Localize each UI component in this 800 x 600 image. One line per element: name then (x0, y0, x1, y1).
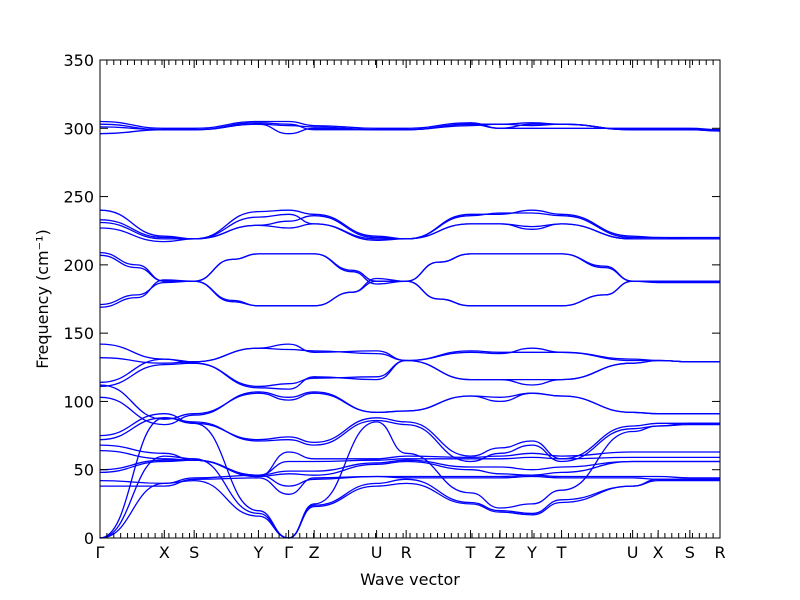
band-line-18 (99, 384, 720, 420)
band-line-25 (99, 474, 720, 487)
y-tick-label-300: 300 (63, 119, 94, 138)
y-tick-label-250: 250 (63, 188, 94, 207)
x-tick-label-1: X (159, 543, 170, 562)
band-line-8 (99, 213, 720, 240)
band-line-2 (99, 120, 721, 131)
x-tick-label-7: R (401, 543, 412, 562)
x-tick-label-11: T (556, 543, 567, 562)
x-tick-label-10: Y (526, 543, 537, 562)
x-tick-label-2: S (189, 543, 199, 562)
x-tick-label-14: S (685, 543, 695, 562)
band-line-10 (99, 253, 720, 285)
band-line-12 (99, 280, 720, 307)
band-line-22 (99, 449, 720, 476)
x-tick-label-4: Γ (284, 543, 293, 562)
x-tick-label-5: Z (309, 543, 320, 562)
band-line-27 (99, 417, 720, 539)
x-tick-label-8: T (465, 543, 476, 562)
y-tick-label-50: 50 (74, 461, 94, 480)
band-lines (99, 120, 721, 539)
x-tick-label-13: X (653, 543, 664, 562)
y-tick-label-0: 0 (84, 529, 94, 548)
x-tick-label-6: U (371, 543, 383, 562)
band-line-11 (99, 277, 720, 308)
band-line-6 (99, 212, 720, 240)
band-line-20 (99, 417, 720, 463)
band-line-16 (99, 359, 720, 390)
band-line-5 (99, 209, 720, 240)
x-tick-label-3: Y (253, 543, 264, 562)
band-line-4 (99, 123, 721, 132)
band-line-17 (99, 391, 720, 426)
band-line-14 (99, 347, 720, 364)
band-line-29 (99, 478, 720, 539)
x-tick-label-0: Γ (96, 543, 105, 562)
y-tick-label-200: 200 (63, 256, 94, 275)
band-line-9 (99, 251, 720, 282)
plot-frame (99, 59, 721, 539)
x-tick-label-9: Z (495, 543, 506, 562)
x-axis-label: Wave vector (360, 570, 460, 589)
band-line-24 (99, 459, 720, 478)
y-tick-label-350: 350 (63, 51, 94, 70)
y-tick-label-100: 100 (63, 392, 94, 411)
x-tick-label-12: U (627, 543, 639, 562)
band-line-28 (99, 455, 720, 539)
y-tick-label-150: 150 (63, 324, 94, 343)
x-tick-label-15: R (714, 543, 725, 562)
minor-ticks (99, 60, 721, 538)
y-axis-label: Frequency (cm⁻¹) (33, 229, 52, 368)
band-line-23 (99, 459, 720, 476)
y-axis-ticks: 0 50 100 150 200 250 300 350 (63, 51, 720, 548)
